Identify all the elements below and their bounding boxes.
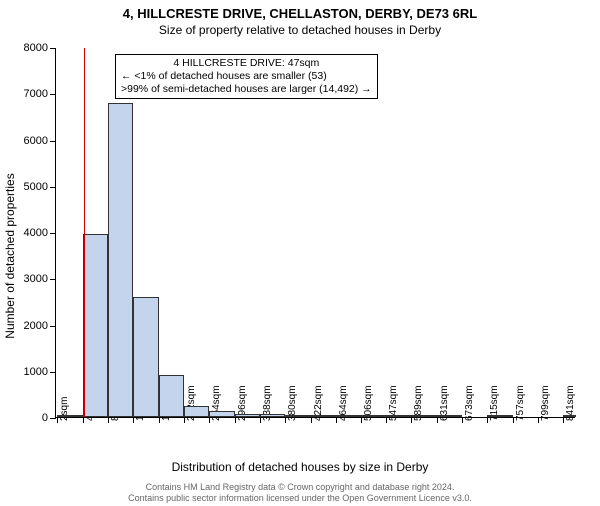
histogram-bar <box>285 415 310 417</box>
annotation-line-2: ← <1% of detached houses are smaller (53… <box>121 70 372 83</box>
histogram-bar <box>336 415 361 417</box>
title-main: 4, HILLCRESTE DRIVE, CHELLASTON, DERBY, … <box>0 6 600 21</box>
histogram-bar <box>563 415 576 417</box>
histogram-bar <box>361 415 386 417</box>
histogram-bar <box>209 411 234 417</box>
x-tick <box>386 417 387 423</box>
histogram-chart: 0100020003000400050006000700080002sqm44s… <box>55 48 575 418</box>
histogram-bar <box>57 415 82 417</box>
histogram-bar <box>184 406 209 417</box>
y-tick <box>50 94 56 95</box>
x-tick <box>260 417 261 423</box>
histogram-bar <box>133 297 158 417</box>
histogram-bar <box>83 234 108 417</box>
y-tick-label: 8000 <box>24 42 48 54</box>
x-tick-label: 757sqm <box>515 385 526 421</box>
title-sub: Size of property relative to detached ho… <box>0 23 600 37</box>
y-tick <box>50 418 56 419</box>
y-axis-label: Number of detached properties <box>3 173 17 338</box>
x-tick <box>336 417 337 423</box>
y-tick <box>50 233 56 234</box>
y-tick-label: 7000 <box>24 88 48 100</box>
x-tick <box>311 417 312 423</box>
footer-line-1: Contains HM Land Registry data © Crown c… <box>0 482 600 492</box>
x-tick <box>108 417 109 423</box>
histogram-bar <box>487 415 512 417</box>
x-tick <box>83 417 84 423</box>
histogram-bar <box>386 415 411 417</box>
y-tick <box>50 48 56 49</box>
histogram-bar <box>108 103 133 418</box>
annotation-line-1: 4 HILLCRESTE DRIVE: 47sqm <box>121 57 372 70</box>
y-tick-label: 2000 <box>24 320 48 332</box>
histogram-bar <box>260 414 285 417</box>
x-tick <box>538 417 539 423</box>
x-tick <box>462 417 463 423</box>
property-marker-line <box>84 48 85 417</box>
histogram-bar <box>159 375 184 417</box>
x-tick <box>513 417 514 423</box>
y-tick-label: 1000 <box>24 366 48 378</box>
y-tick <box>50 187 56 188</box>
y-tick-label: 0 <box>42 412 48 424</box>
plot-area: 0100020003000400050006000700080002sqm44s… <box>55 48 575 418</box>
y-tick-label: 6000 <box>24 135 48 147</box>
y-tick <box>50 279 56 280</box>
x-tick-label: 799sqm <box>540 385 551 421</box>
x-tick-label: 673sqm <box>464 385 475 421</box>
annotation-box: 4 HILLCRESTE DRIVE: 47sqm ← <1% of detac… <box>115 54 378 99</box>
footer-line-2: Contains public sector information licen… <box>0 493 600 503</box>
x-tick <box>159 417 160 423</box>
x-tick <box>184 417 185 423</box>
x-tick <box>235 417 236 423</box>
histogram-bar <box>411 415 436 417</box>
annotation-line-3: >99% of semi-detached houses are larger … <box>121 83 372 96</box>
x-axis-label: Distribution of detached houses by size … <box>0 460 600 474</box>
y-tick <box>50 141 56 142</box>
x-tick-label: 2sqm <box>59 397 70 421</box>
y-tick-label: 4000 <box>24 227 48 239</box>
y-tick <box>50 372 56 373</box>
histogram-bar <box>437 415 462 417</box>
y-tick <box>50 326 56 327</box>
y-tick-label: 3000 <box>24 273 48 285</box>
x-tick <box>437 417 438 423</box>
histogram-bar <box>311 415 336 417</box>
y-tick-label: 5000 <box>24 181 48 193</box>
histogram-bar <box>235 414 260 417</box>
